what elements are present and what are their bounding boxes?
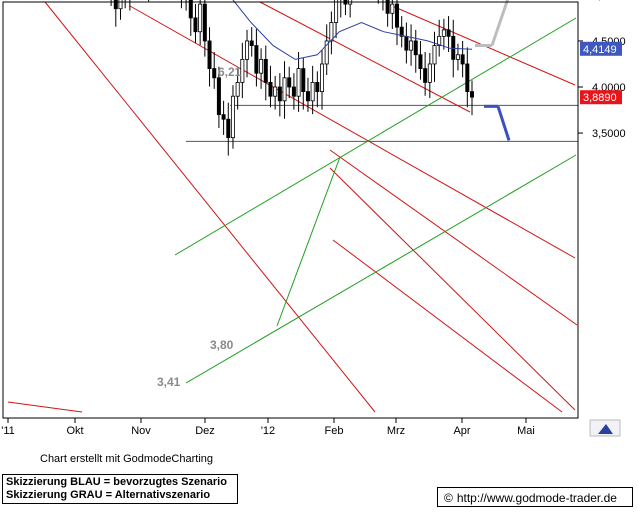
candle-body	[334, 0, 339, 23]
candle-body	[395, 3, 400, 28]
candle-body	[245, 40, 250, 60]
candle-body	[235, 81, 240, 97]
candle-body	[329, 22, 334, 42]
candle-body	[305, 91, 310, 102]
candle-body	[216, 77, 221, 116]
candle-body	[385, 0, 390, 14]
level-label: 6,21	[218, 65, 242, 79]
candle-body	[451, 35, 456, 60]
candle-body	[291, 86, 296, 97]
price-badge-label: 4,4149	[583, 44, 617, 56]
resistance-trendline	[329, 167, 576, 411]
candle-body	[188, 0, 193, 19]
price-badge	[580, 41, 622, 56]
resistance-trendline	[329, 149, 578, 326]
plot-frame	[2, 1, 579, 419]
resistance-trendline	[259, 1, 471, 113]
candle-body	[441, 29, 446, 37]
x-tick-label: Nov	[131, 425, 151, 437]
candle-body	[198, 3, 203, 33]
candle-body	[390, 3, 395, 14]
axes: 3,50004,00004,50005,00005,50006,00006,50…	[1, 0, 625, 437]
resistance-trendline	[332, 239, 563, 413]
candle-body	[413, 40, 418, 56]
y-tick-label: 3,5000	[592, 128, 626, 140]
candle-body	[282, 77, 287, 102]
legend-grey-line: Skizzierung GRAU = Alternativszenario	[6, 489, 211, 501]
x-tick-label: Apr	[453, 425, 470, 437]
candle-body	[310, 81, 315, 102]
copyright-icon: ©	[444, 491, 453, 505]
x-tick-label: Okt	[66, 425, 83, 437]
candle-body	[460, 54, 465, 65]
moving-average-line	[232, 0, 473, 60]
trend-channel-line	[276, 156, 341, 327]
candle-body	[240, 58, 245, 83]
candle-body	[277, 86, 282, 102]
candle-body	[263, 58, 268, 83]
scenario-legend: Skizzierung BLAU = bevorzugtes Szenario …	[2, 474, 238, 504]
candle-body	[469, 91, 474, 98]
candle-body	[315, 81, 320, 93]
resistance-trendline	[129, 5, 576, 259]
candle-body	[418, 54, 423, 69]
blue-scenario-segment	[496, 105, 511, 141]
candle-body	[273, 86, 278, 97]
candle-body	[249, 40, 254, 46]
chart-credit: Chart erstellt mit GodmodeCharting	[40, 453, 214, 465]
price-badge	[580, 90, 622, 105]
x-tick-label: '11	[1, 425, 15, 437]
candle-body	[259, 58, 264, 74]
candle-body	[254, 45, 259, 74]
candle-body	[226, 118, 231, 139]
candle-body	[432, 45, 437, 65]
level-label: 3,41	[157, 375, 181, 389]
candle-body	[301, 68, 306, 93]
x-tick-label: Mrz	[387, 425, 405, 437]
candle-body	[221, 114, 226, 120]
x-tick-label: Dez	[195, 425, 215, 437]
candle-body	[399, 26, 404, 37]
trend-channel-line	[174, 17, 577, 256]
candle-body	[268, 81, 273, 97]
candle-body	[193, 17, 198, 33]
candle-body	[212, 68, 217, 79]
trend-channel-line	[185, 154, 577, 384]
x-tick-label: Feb	[325, 425, 344, 437]
candle-body	[230, 95, 235, 139]
candle-body	[423, 68, 428, 83]
candle-body	[427, 63, 432, 83]
candle-body	[465, 63, 470, 93]
grey-scenario-segment	[490, 0, 510, 47]
candle-body	[409, 40, 414, 51]
candle-body	[202, 3, 207, 42]
site-url[interactable]: http://www.godmode-trader.de	[456, 491, 617, 505]
x-tick-label: '12	[261, 425, 275, 437]
price-badge-label: 3,8890	[583, 92, 617, 104]
candle-body	[446, 29, 451, 37]
candle-body	[320, 63, 325, 93]
candle-body	[287, 77, 292, 88]
resistance-trendline	[7, 401, 83, 413]
chart-tool-icon	[598, 424, 613, 434]
candle-body	[207, 40, 212, 69]
resistance-trendline	[44, 1, 376, 413]
level-label: 3,80	[210, 338, 234, 352]
candle-body	[324, 40, 329, 65]
candle-body	[404, 35, 409, 51]
candle-body	[437, 35, 442, 46]
candle-body	[118, 0, 123, 10]
site-link-box[interactable]: © http://www.godmode-trader.de	[437, 487, 633, 507]
candle-body	[455, 54, 460, 60]
candle-body	[113, 0, 118, 10]
plot-area	[7, 0, 578, 413]
x-tick-label: Mai	[517, 425, 535, 437]
candle-body	[296, 68, 301, 97]
legend-blue-line: Skizzierung BLAU = bevorzugtes Szenario	[6, 476, 227, 488]
y-tick-label: 5,0000	[592, 0, 626, 2]
